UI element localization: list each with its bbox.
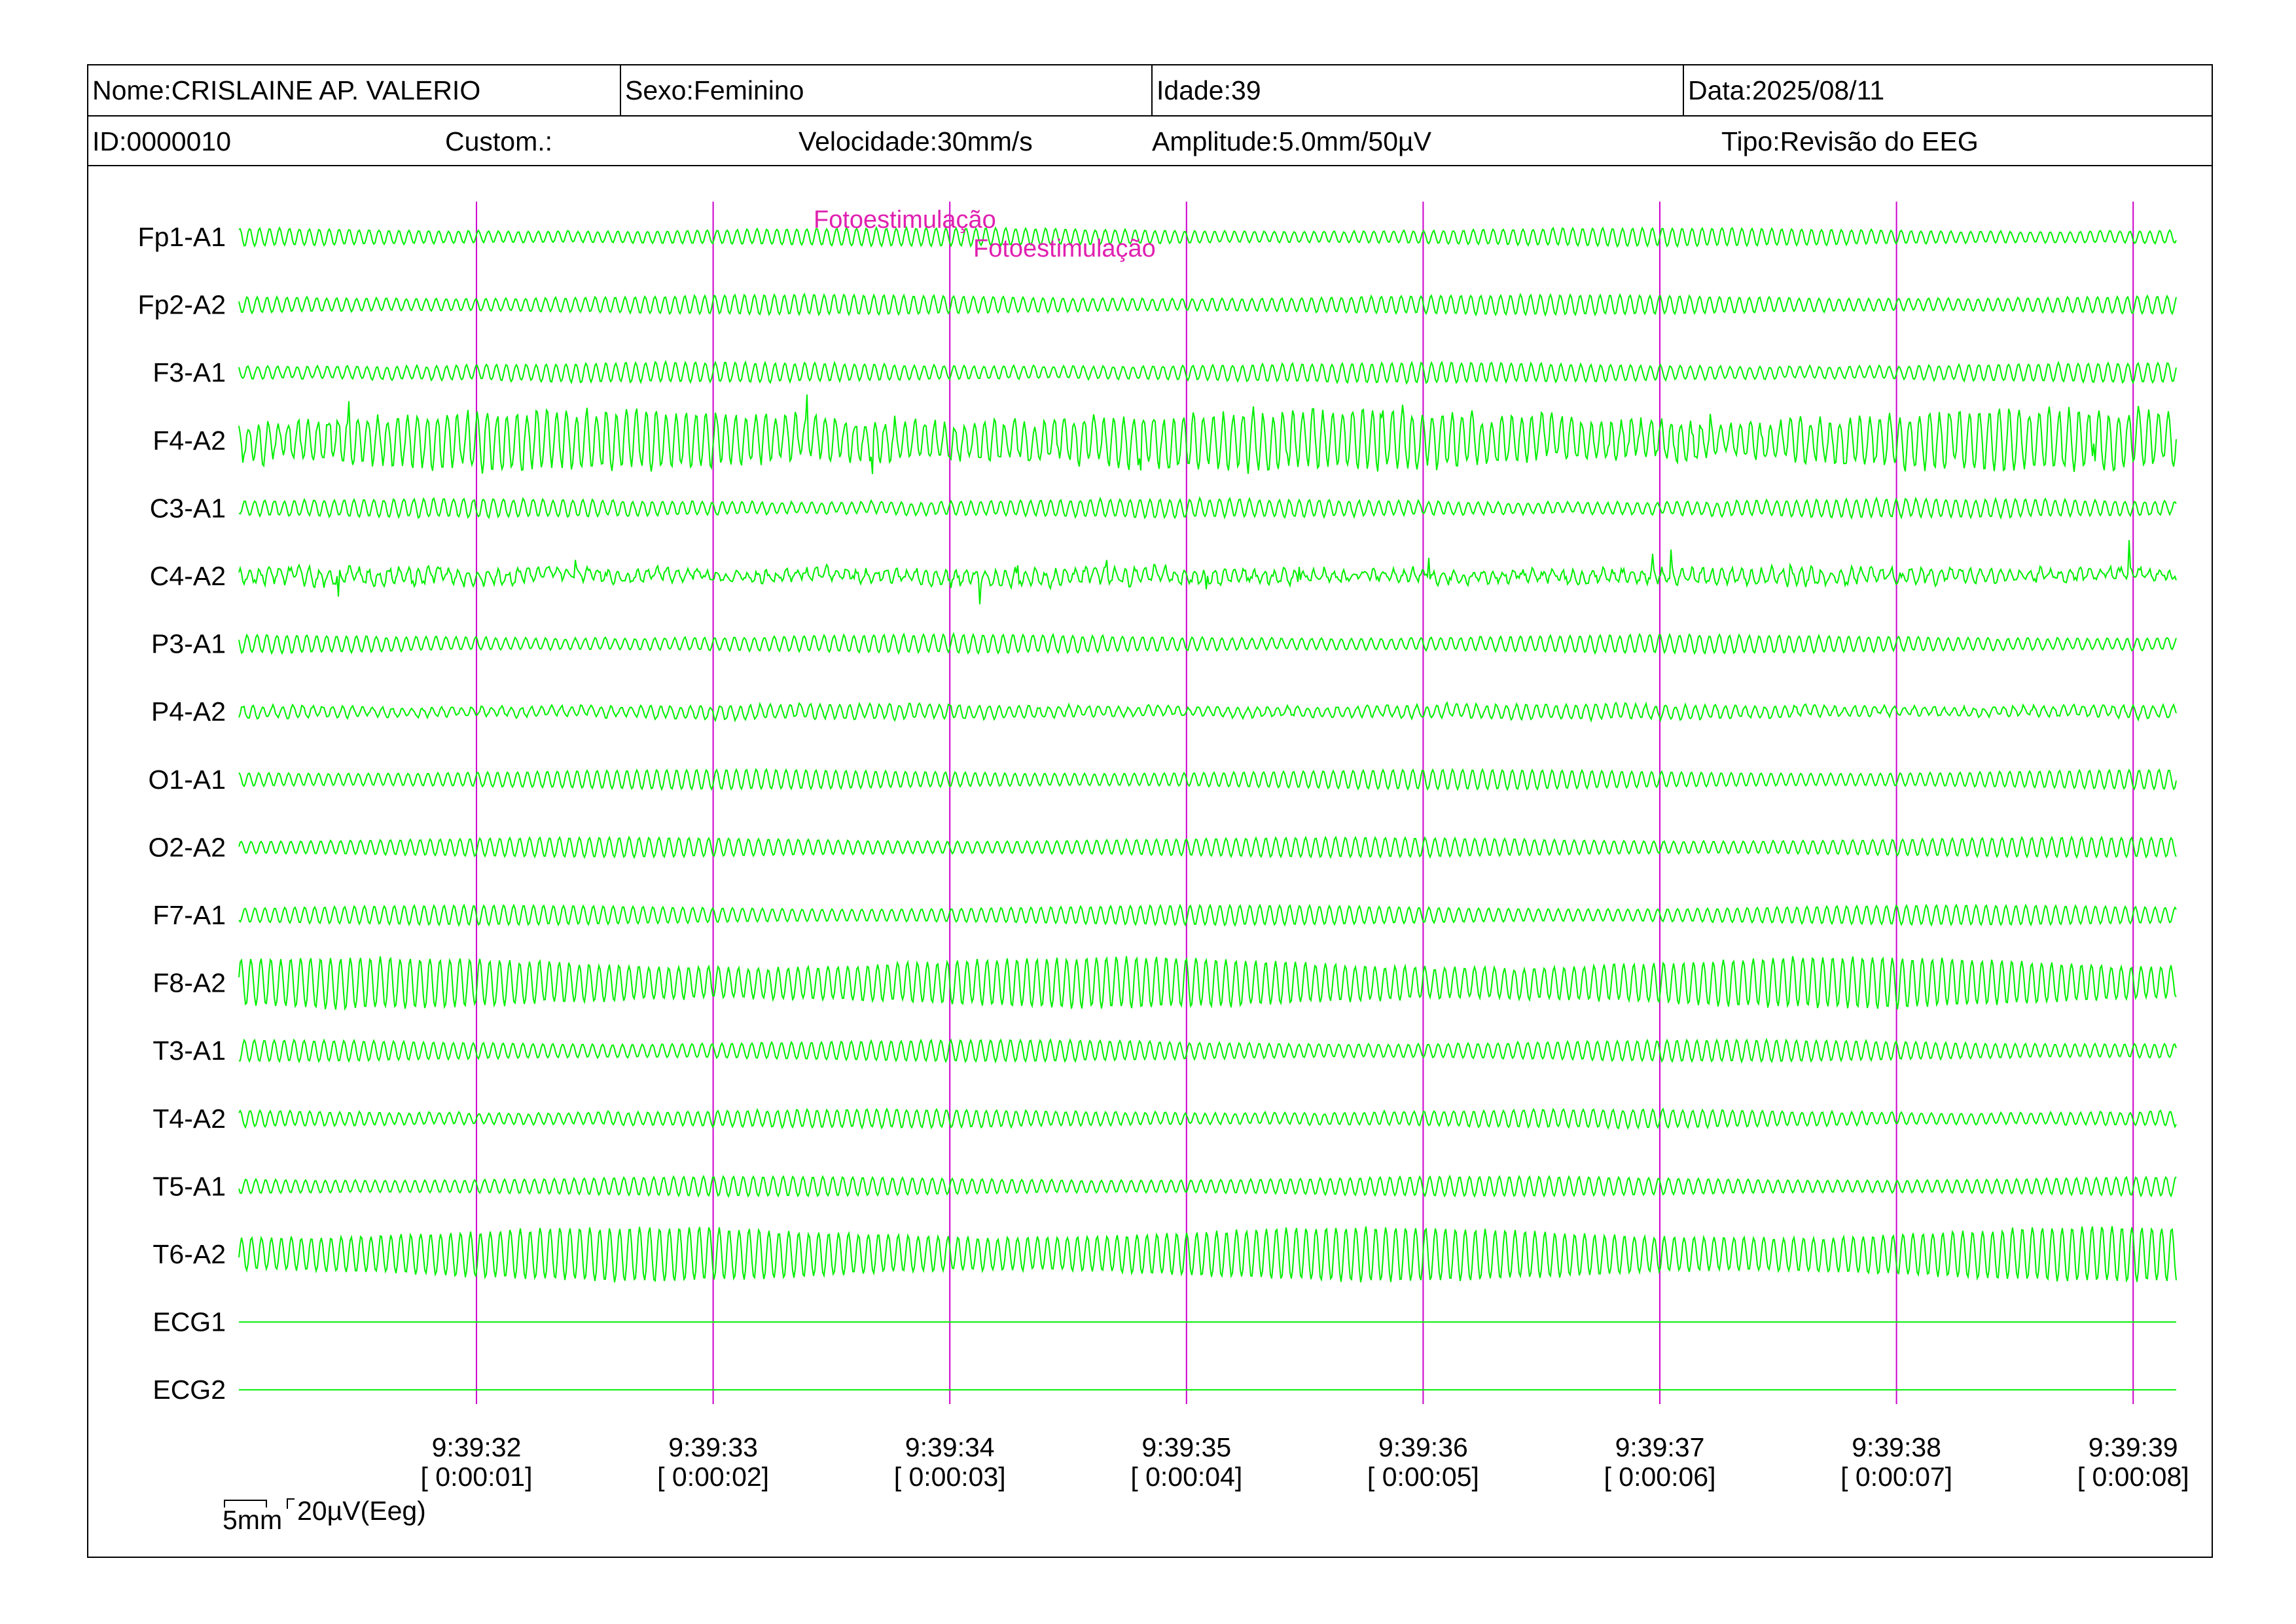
amplitude-setting: Amplitude:5.0mm/50µV: [1152, 126, 1431, 156]
event-label-photostimulation: Fotoestimulação: [973, 235, 1156, 262]
time-label-elapsed: [ 0:00:01]: [421, 1462, 533, 1492]
time-label-clock: 9:39:33: [668, 1432, 758, 1462]
channel-label: T4-A2: [152, 1104, 226, 1134]
amplitude-scale-bracket: [287, 1498, 295, 1509]
time-label-elapsed: [ 0:00:07]: [1840, 1462, 1952, 1492]
time-label-elapsed: [ 0:00:06]: [1604, 1462, 1716, 1492]
eeg-trace-fp2-a2: [238, 292, 2177, 317]
patient-sex: Sexo:Feminino: [620, 65, 1151, 115]
eeg-trace-f7-a1: [238, 903, 2177, 928]
time-scale-label: 5mm: [223, 1505, 283, 1535]
patient-id: ID:0000010: [92, 126, 232, 156]
channel-label: F4-A2: [152, 425, 226, 456]
eeg-trace-f4-a2: [238, 394, 2177, 475]
channel-label: O2-A2: [149, 832, 226, 862]
channel-labels: Fp1-A1 Fp2-A2 F3-A1 F4-A2 C3-A1 C4-A2 P3-A1 P4-…: [138, 222, 226, 1405]
channel-label: ECG2: [152, 1375, 226, 1405]
channel-label: T3-A1: [152, 1036, 226, 1066]
eeg-trace-fp1-a1: [238, 225, 2177, 248]
patient-age: Idade:39: [1151, 65, 1683, 115]
time-marker-lines: [476, 202, 2134, 1404]
channel-label: T6-A2: [152, 1239, 226, 1269]
time-label-clock: 9:39:39: [2089, 1432, 2178, 1462]
time-label-clock: 9:39:38: [1852, 1432, 1941, 1462]
exam-date: Data:2025/08/11: [1683, 65, 2213, 115]
channel-label: F3-A1: [152, 357, 226, 388]
eeg-trace-t6-a2: [238, 1225, 2177, 1283]
time-label-elapsed: [ 0:00:02]: [657, 1462, 769, 1492]
time-label-clock: 9:39:32: [432, 1432, 522, 1462]
channel-label: P4-A2: [151, 696, 226, 727]
time-scale-bracket: [224, 1500, 267, 1507]
report-sheet: Nome:CRISLAINE AP. VALERIO Sexo:Feminino…: [87, 64, 2213, 1558]
channel-label: P3-A1: [151, 629, 226, 659]
amplitude-scale-label: 20µV(Eeg): [297, 1496, 426, 1526]
eeg-traces: [238, 225, 2177, 1391]
eeg-trace-t4-a2: [238, 1107, 2177, 1130]
channel-label: Fp1-A1: [138, 222, 226, 252]
eeg-trace-o1-a1: [238, 767, 2177, 791]
eeg-trace-f8-a2: [238, 956, 2177, 1011]
time-label-clock: 9:39:36: [1378, 1432, 1468, 1462]
time-labels: 9:39:32[ 0:00:01] 9:39:33[ 0:00:02] 9:39:3…: [421, 1432, 2189, 1492]
channel-label: Fp2-A2: [138, 290, 226, 320]
event-label-photostimulation: Fotoestimulação: [814, 206, 996, 234]
eeg-trace-t3-a1: [238, 1038, 2177, 1064]
time-label-elapsed: [ 0:00:04]: [1130, 1462, 1242, 1492]
paper-speed: Velocidade:30mm/s: [798, 126, 1033, 156]
channel-label: F8-A2: [152, 968, 226, 998]
patient-name: Nome:CRISLAINE AP. VALERIO: [92, 75, 481, 105]
eeg-trace-t5-a1: [238, 1174, 2177, 1199]
channel-label: ECG1: [152, 1307, 226, 1337]
time-label-clock: 9:39:37: [1615, 1432, 1705, 1462]
eeg-trace-p4-a2: [238, 701, 2177, 723]
channel-label: C4-A2: [150, 561, 226, 591]
review-type: Tipo:Revisão do EEG: [1721, 126, 1979, 156]
custom-field: Custom.:: [445, 126, 553, 156]
time-label-clock: 9:39:35: [1141, 1432, 1231, 1462]
header-row-recording: ID:0000010 Custom.: Velocidade:30mm/s Am…: [88, 117, 2212, 166]
channel-label: F7-A1: [152, 900, 226, 930]
eeg-trace-o2-a2: [238, 835, 2177, 859]
channel-label: T5-A1: [152, 1171, 226, 1201]
channel-label: C3-A1: [150, 493, 226, 523]
header-row-patient: Nome:CRISLAINE AP. VALERIO Sexo:Feminino…: [88, 65, 2212, 117]
time-label-elapsed: [ 0:00:03]: [894, 1462, 1006, 1492]
eeg-trace-p3-a1: [238, 632, 2177, 655]
eeg-trace-c4-a2: [238, 540, 2177, 605]
time-label-clock: 9:39:34: [905, 1432, 995, 1462]
time-label-elapsed: [ 0:00:08]: [2077, 1462, 2189, 1492]
time-label-elapsed: [ 0:00:05]: [1367, 1462, 1479, 1492]
eeg-trace-c3-a1: [238, 496, 2177, 520]
channel-label: O1-A1: [149, 765, 226, 795]
eeg-trace-f3-a1: [238, 359, 2177, 385]
